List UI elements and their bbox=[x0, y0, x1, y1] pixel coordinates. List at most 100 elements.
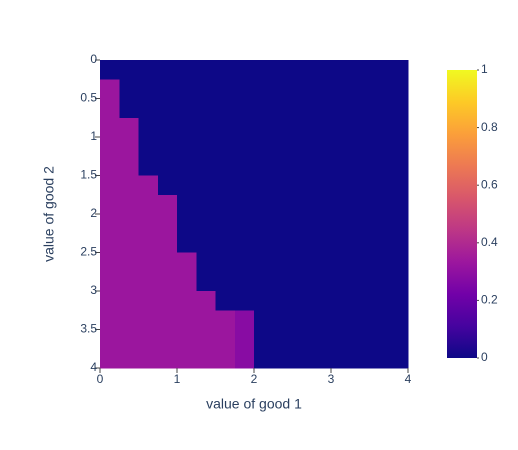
heatmap-cell bbox=[292, 194, 313, 215]
heatmap-cell bbox=[100, 79, 120, 99]
heatmap-cell bbox=[331, 98, 351, 119]
heatmap-cell bbox=[196, 175, 216, 196]
heatmap-cell bbox=[100, 117, 120, 138]
heatmap-cell bbox=[234, 252, 255, 273]
heatmap-cell bbox=[350, 194, 370, 215]
heatmap-cell bbox=[234, 117, 255, 138]
heatmap-cell bbox=[254, 137, 274, 157]
heatmap-cell bbox=[388, 98, 409, 119]
heatmap-cell bbox=[331, 291, 351, 311]
heatmap-cell bbox=[331, 214, 351, 234]
heatmap-cell bbox=[100, 214, 120, 234]
heatmap-cell bbox=[138, 194, 159, 215]
y-tick-label: 2.5 bbox=[80, 245, 97, 259]
heatmap-cell bbox=[369, 291, 390, 311]
heatmap-cell bbox=[331, 137, 351, 157]
heatmap-cell bbox=[157, 291, 178, 311]
heatmap-cell bbox=[100, 310, 120, 330]
heatmap-cell bbox=[311, 233, 332, 253]
heatmap-cell bbox=[388, 348, 409, 369]
heatmap-cell bbox=[215, 233, 236, 253]
y-tick-label: 0.5 bbox=[80, 91, 97, 105]
heatmap-cell bbox=[100, 291, 120, 311]
heatmap-cell bbox=[254, 310, 274, 330]
heatmap-cell bbox=[234, 348, 255, 369]
heatmap-cell bbox=[350, 175, 370, 196]
heatmap-cell bbox=[254, 329, 274, 350]
heatmap-cell bbox=[311, 310, 332, 330]
heatmap-cell bbox=[215, 79, 236, 99]
heatmap-cell bbox=[196, 252, 216, 273]
heatmap-cell bbox=[388, 310, 409, 330]
heatmap-cell bbox=[311, 291, 332, 311]
heatmap-cell bbox=[273, 194, 293, 215]
heatmap-cell bbox=[331, 252, 351, 273]
heatmap-cell bbox=[234, 291, 255, 311]
heatmap-cell bbox=[138, 98, 159, 119]
heatmap-cell bbox=[234, 156, 255, 176]
heatmap-cell bbox=[177, 175, 197, 196]
heatmap-cell bbox=[177, 310, 197, 330]
heatmap-cell bbox=[273, 271, 293, 292]
heatmap-cell bbox=[273, 291, 293, 311]
heatmap-cell bbox=[100, 156, 120, 176]
heatmap-cell bbox=[388, 117, 409, 138]
heatmap-cell bbox=[350, 233, 370, 253]
heatmap-cell bbox=[369, 156, 390, 176]
heatmap-cell bbox=[119, 271, 139, 292]
heatmap-cell bbox=[215, 291, 236, 311]
heatmap-cell bbox=[119, 117, 139, 138]
heatmap-cell bbox=[388, 329, 409, 350]
heatmap-cell bbox=[196, 60, 216, 80]
heatmap-cell bbox=[234, 60, 255, 80]
heatmap-cell bbox=[215, 271, 236, 292]
heatmap-cell bbox=[138, 60, 159, 80]
heatmap-cell bbox=[100, 60, 120, 80]
heatmap-cell bbox=[157, 252, 178, 273]
heatmap-cell bbox=[273, 175, 293, 196]
colorbar-tick-label: 0.8 bbox=[481, 120, 498, 134]
heatmap-cell bbox=[215, 156, 236, 176]
heatmap-cell bbox=[388, 291, 409, 311]
colorbar-tick-label: 0.6 bbox=[481, 177, 498, 191]
heatmap-cell bbox=[311, 175, 332, 196]
heatmap-cell bbox=[138, 214, 159, 234]
heatmap-cell bbox=[273, 348, 293, 369]
heatmap-cell bbox=[292, 329, 313, 350]
heatmap-cell bbox=[234, 98, 255, 119]
heatmap-cell bbox=[331, 60, 351, 80]
heatmap-cell bbox=[254, 348, 274, 369]
heatmap-cell bbox=[273, 233, 293, 253]
heatmap-cell bbox=[388, 233, 409, 253]
heatmap-cell bbox=[157, 310, 178, 330]
heatmap-cell bbox=[177, 233, 197, 253]
heatmap-cell bbox=[157, 175, 178, 196]
heatmap-cell bbox=[215, 252, 236, 273]
colorbar bbox=[447, 70, 477, 358]
heatmap-cell bbox=[350, 310, 370, 330]
heatmap-cell bbox=[177, 291, 197, 311]
x-tick-label: 3 bbox=[328, 372, 335, 386]
y-tick-label: 4 bbox=[90, 360, 97, 374]
heatmap-cell bbox=[215, 214, 236, 234]
x-axis-title: value of good 1 bbox=[206, 396, 302, 412]
heatmap-cell bbox=[331, 117, 351, 138]
heatmap-cell bbox=[177, 79, 197, 99]
heatmap-cell bbox=[369, 194, 390, 215]
heatmap-cell bbox=[215, 329, 236, 350]
heatmap-cell bbox=[196, 310, 216, 330]
heatmap-cell bbox=[331, 233, 351, 253]
heatmap-cell bbox=[234, 271, 255, 292]
heatmap-cell bbox=[388, 252, 409, 273]
heatmap-cell bbox=[138, 252, 159, 273]
heatmap-cell bbox=[177, 348, 197, 369]
heatmap-cell bbox=[369, 329, 390, 350]
heatmap-cell bbox=[292, 137, 313, 157]
heatmap-cell bbox=[196, 233, 216, 253]
heatmap-cell bbox=[196, 194, 216, 215]
heatmap-cell bbox=[369, 233, 390, 253]
heatmap-cell bbox=[292, 310, 313, 330]
heatmap-cell bbox=[331, 271, 351, 292]
heatmap-cell bbox=[311, 214, 332, 234]
